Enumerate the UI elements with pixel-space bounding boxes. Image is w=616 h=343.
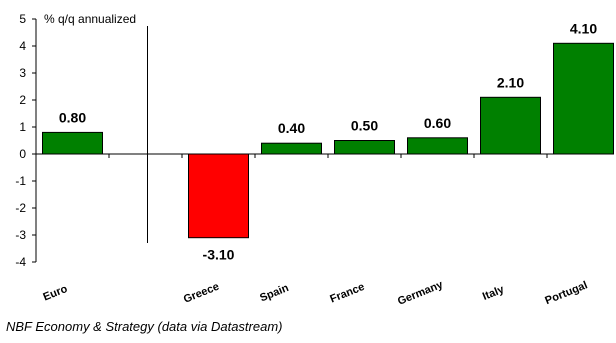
data-label-euro: 0.80 [59,109,86,125]
source-note: NBF Economy & Strategy (data via Datastr… [6,319,283,334]
data-label-italy: 2.10 [497,74,524,90]
y-tick-label: -3 [15,228,26,242]
data-label-greece: -3.10 [203,247,235,263]
category-label-portugal: Portugal [543,279,589,307]
bar-portugal [553,42,614,155]
category-labels: Euro Greece Spain France Germany Italy Portuga… [42,278,590,307]
data-label-portugal: 4.10 [570,20,597,36]
data-labels: 0.80 -3.10 0.40 0.50 0.60 2.10 4.10 [59,20,597,262]
data-label-germany: 0.60 [424,115,451,131]
y-tick-label: 0 [19,147,26,161]
bar-france [334,140,395,155]
y-tick-label: 5 [19,12,26,26]
category-label-italy: Italy [481,283,507,303]
data-label-spain: 0.40 [278,120,305,136]
bar-germany [407,137,468,155]
y-tick-label: 2 [19,93,26,107]
y-tick-label: -4 [15,255,26,269]
data-label-france: 0.50 [351,118,378,134]
bar-greece [188,153,249,239]
category-label-greece: Greece [182,281,221,306]
y-tick-label: -2 [15,201,26,215]
bar-italy [480,96,541,155]
y-tick-label: 3 [19,66,26,80]
bar-euro [42,131,103,155]
bars [42,42,614,239]
category-label-euro: Euro [42,283,70,304]
bar-spain [261,142,322,155]
bar-chart: -4 -3 -2 -1 0 1 2 3 4 5 0.80 -3.10 0.40 0.50 0.60 2.10… [15,12,614,308]
category-label-spain: Spain [258,282,291,304]
y-tick-label: 1 [19,120,26,134]
category-label-france: France [328,281,366,306]
category-label-germany: Germany [396,278,446,307]
y-tick-label: -1 [15,174,26,188]
y-tick-label: 4 [19,39,26,53]
unit-label: % q/q annualized [44,12,136,26]
